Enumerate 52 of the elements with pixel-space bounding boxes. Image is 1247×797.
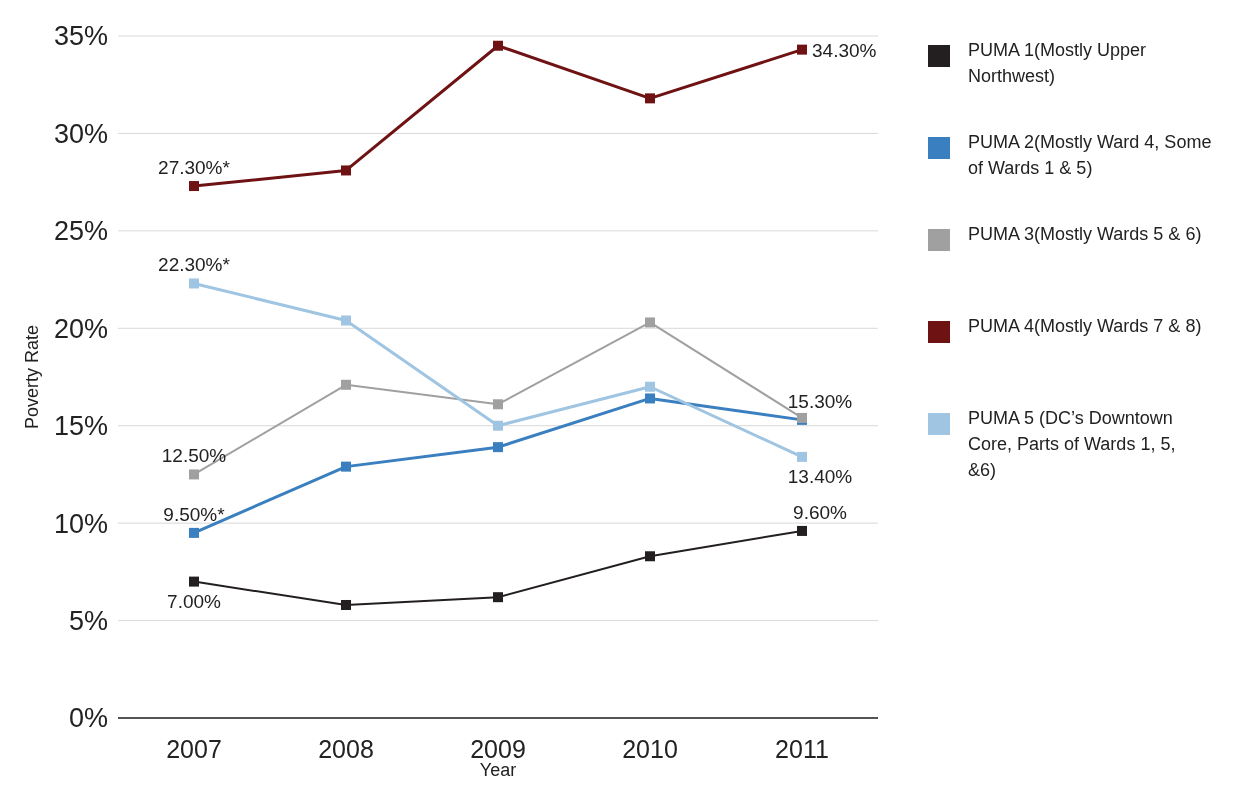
point bbox=[493, 592, 503, 603]
data-label: 9.50%* bbox=[163, 503, 226, 525]
point bbox=[797, 44, 807, 55]
point bbox=[645, 393, 655, 404]
point bbox=[341, 599, 351, 610]
x-tick-label: 2008 bbox=[318, 735, 374, 763]
x-tick-label: 2010 bbox=[622, 735, 678, 763]
point bbox=[645, 381, 655, 392]
data-label: 22.30%* bbox=[158, 254, 231, 276]
point bbox=[493, 40, 503, 51]
data-label: 12.50% bbox=[161, 445, 227, 467]
x-tick-label: 2009 bbox=[470, 735, 526, 763]
data-label: 13.40% bbox=[787, 465, 853, 487]
point bbox=[493, 442, 503, 453]
y-tick-label: 15% bbox=[53, 411, 108, 442]
data-label: 9.60% bbox=[793, 501, 848, 523]
y-axis-title: Poverty Rate bbox=[22, 324, 42, 430]
y-tick-label: 10% bbox=[53, 508, 108, 539]
legend-label: PUMA 5 (DC’s Downtown Core, Parts of Wards 1, 5, &6) bbox=[968, 408, 1176, 480]
legend-label: PUMA 2(Mostly Ward 4, Some of Wards 1 & 5) bbox=[968, 132, 1212, 178]
data-label: 27.30%* bbox=[158, 157, 231, 179]
point bbox=[341, 379, 351, 390]
point bbox=[189, 527, 199, 538]
point bbox=[493, 399, 503, 410]
point bbox=[341, 165, 351, 176]
data-label: 15.30% bbox=[787, 390, 853, 412]
y-tick-label: 20% bbox=[53, 313, 108, 344]
x-tick-label: 2007 bbox=[166, 735, 222, 763]
point bbox=[493, 420, 503, 431]
y-tick-label: 5% bbox=[68, 606, 108, 637]
data-label: 7.00% bbox=[167, 590, 222, 612]
point bbox=[189, 181, 199, 192]
legend-label: PUMA 1(Mostly Upper Northwest) bbox=[968, 40, 1147, 86]
y-tick-label: 0% bbox=[68, 703, 108, 734]
legend-label: PUMA 4(Mostly Wards 7 & 8) bbox=[968, 316, 1202, 336]
legend-label: PUMA 3(Mostly Wards 5 & 6) bbox=[968, 224, 1202, 244]
x-axis-title: Year bbox=[479, 760, 517, 780]
point bbox=[341, 315, 351, 326]
data-label: 34.30% bbox=[812, 39, 877, 61]
y-tick-label: 25% bbox=[53, 216, 108, 247]
point bbox=[645, 93, 655, 104]
point bbox=[645, 551, 655, 562]
point bbox=[341, 461, 351, 472]
y-tick-label: 35% bbox=[53, 21, 108, 52]
point bbox=[797, 451, 807, 462]
point bbox=[189, 576, 199, 587]
point bbox=[797, 525, 807, 536]
x-tick-label: 2011 bbox=[775, 735, 829, 763]
y-tick-label: 30% bbox=[53, 118, 108, 149]
point bbox=[645, 317, 655, 328]
point bbox=[189, 278, 199, 289]
point bbox=[189, 469, 199, 480]
